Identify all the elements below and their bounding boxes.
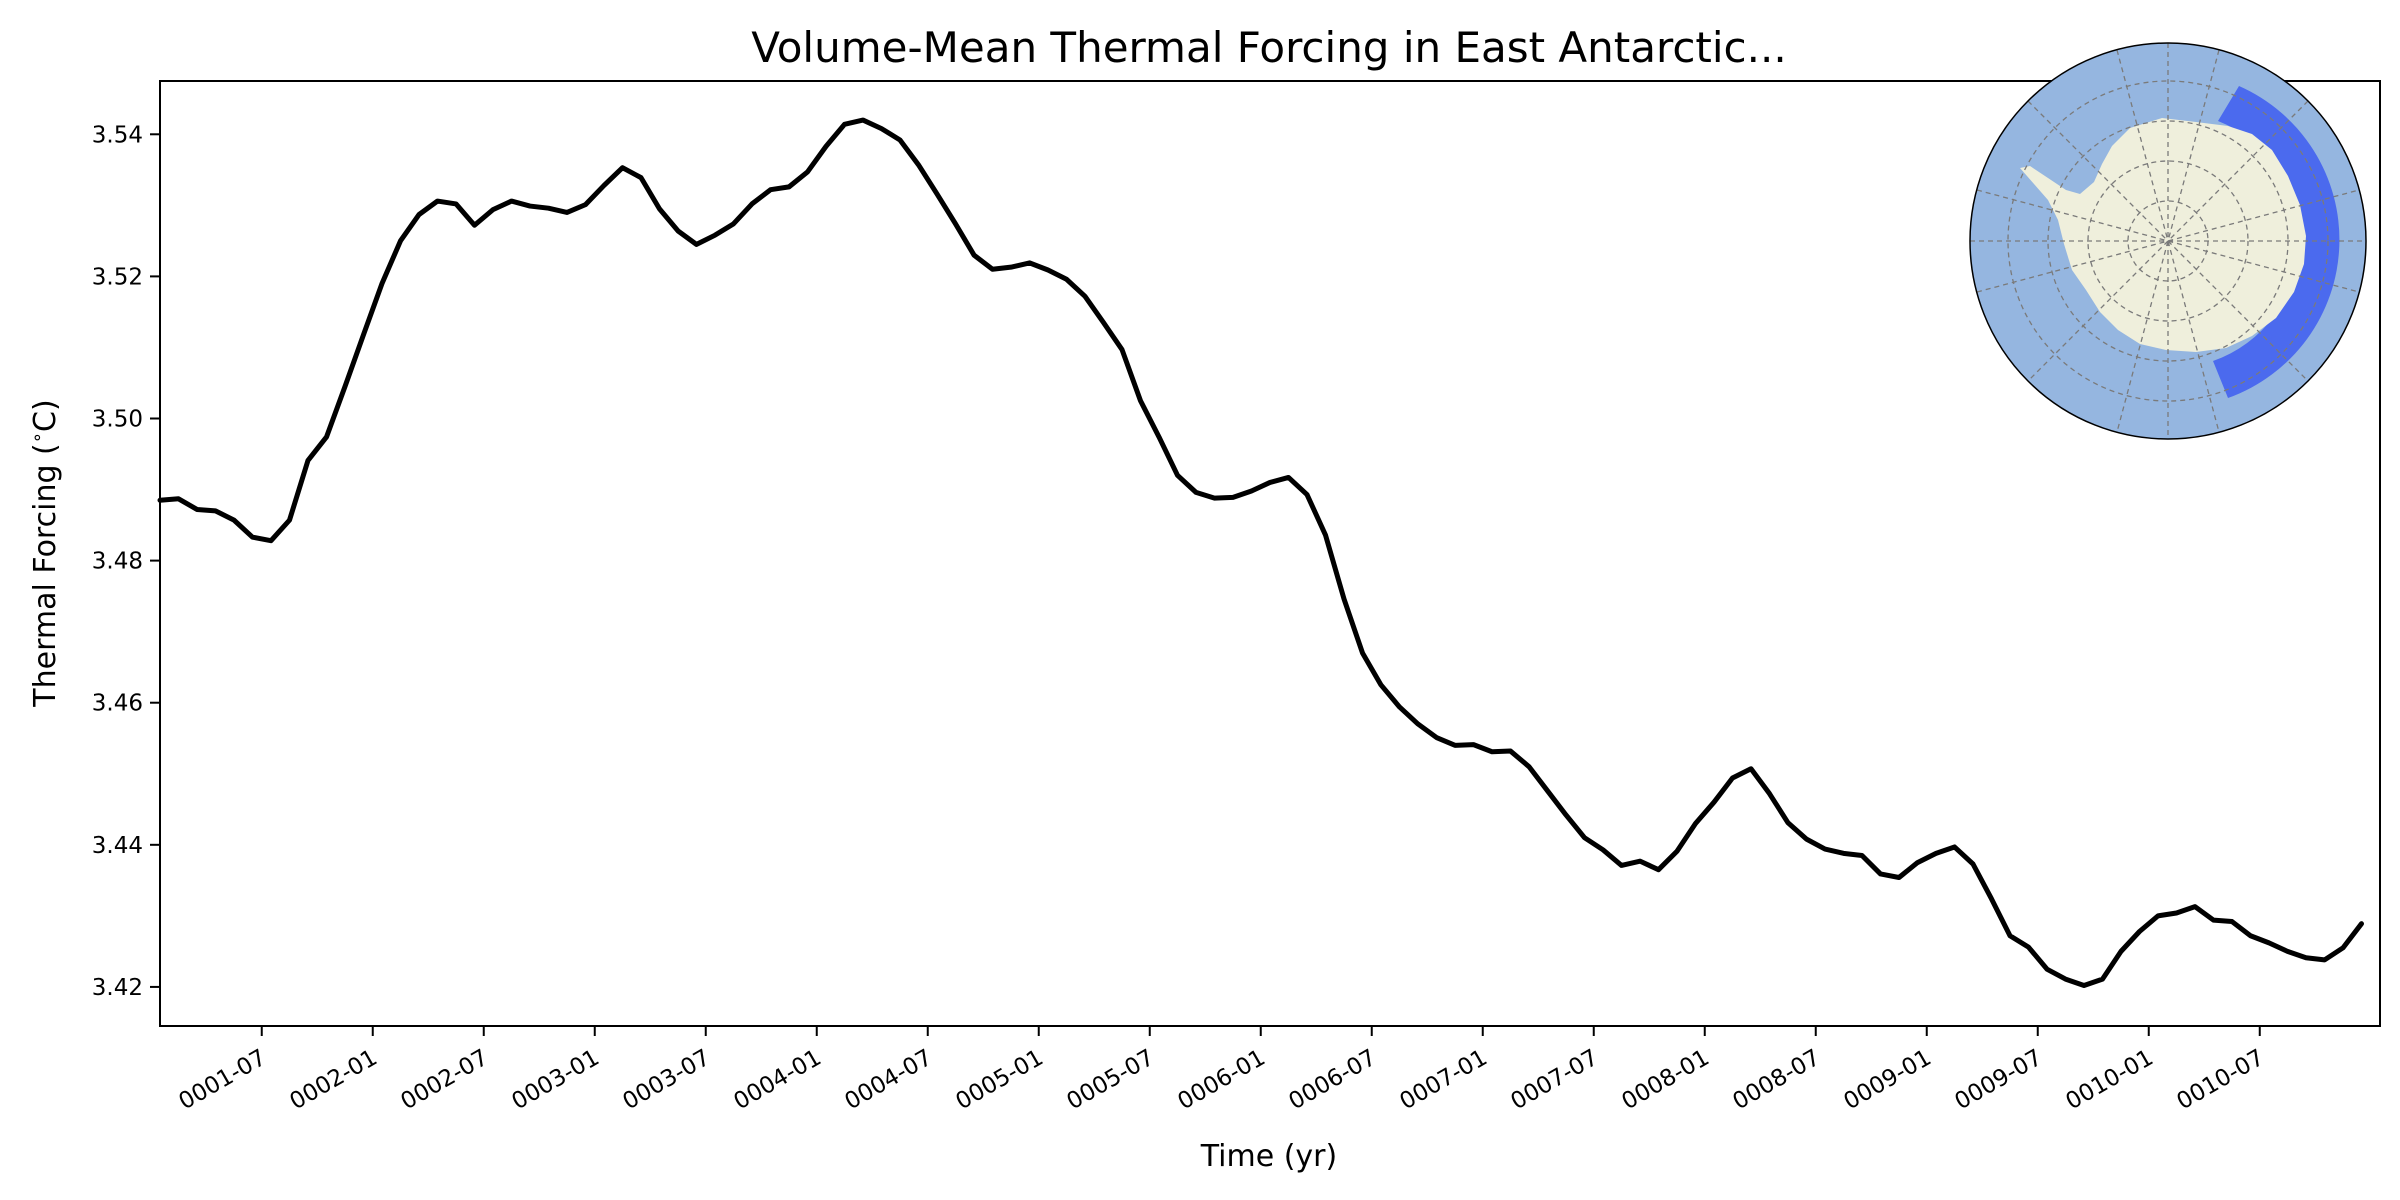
x-axis-label: Time (yr): [1200, 1139, 1337, 1174]
x-tick-label: 0010-01: [2062, 1045, 2158, 1116]
x-tick-label: 0007-07: [1507, 1045, 1603, 1116]
x-tick-label: 0005-01: [952, 1045, 1048, 1116]
y-tick-label: 3.44: [92, 833, 143, 859]
x-tick-label: 0010-07: [2173, 1045, 2269, 1116]
y-tick-label: 3.42: [92, 975, 143, 1001]
y-tick-label: 3.50: [92, 407, 143, 433]
series-line-thermal-forcing: [157, 117, 2364, 988]
y-tick-label: 3.52: [92, 264, 143, 290]
x-tick-label: 0004-01: [730, 1045, 826, 1116]
y-tick-label: 3.46: [92, 691, 143, 717]
y-tick-label: 3.54: [92, 122, 143, 148]
x-tick-label: 0001-07: [175, 1045, 271, 1116]
x-tick-label: 0005-07: [1063, 1045, 1159, 1116]
antarctica-land: [2020, 118, 2306, 352]
plot-frame: [159, 80, 2381, 1027]
x-tick-label: 0002-01: [286, 1045, 382, 1116]
x-tick-label: 0003-07: [619, 1045, 715, 1116]
x-tick-label: 0006-01: [1174, 1045, 1270, 1116]
x-tick-label: 0009-07: [1951, 1045, 2047, 1116]
chart-title: Volume-Mean Thermal Forcing in East Anta…: [751, 23, 1786, 72]
x-tick-label: 0007-01: [1396, 1045, 1492, 1116]
x-tick-label: 0009-01: [1840, 1045, 1936, 1116]
x-tick-label: 0008-01: [1618, 1045, 1714, 1116]
x-axis-ticks: 0001-07 0002-01 0002-07 0003-01 0003-07 0004-…: [175, 1026, 2269, 1115]
x-tick-label: 0006-07: [1285, 1045, 1381, 1116]
map-border: [1969, 42, 2367, 440]
antarctica-inset-map: [1969, 42, 2367, 440]
y-axis-label: Thermal Forcing (∘C): [27, 399, 63, 707]
y-tick-label: 3.48: [92, 549, 143, 575]
x-tick-label: 0002-07: [397, 1045, 493, 1116]
x-tick-label: 0004-07: [841, 1045, 937, 1116]
graticule: [1970, 43, 2366, 439]
y-axis-ticks: 3.42 3.44 3.46 3.48 3.50 3.52 3.54: [92, 122, 160, 1001]
x-tick-label: 0003-01: [508, 1045, 604, 1116]
x-tick-label: 0008-07: [1729, 1045, 1825, 1116]
